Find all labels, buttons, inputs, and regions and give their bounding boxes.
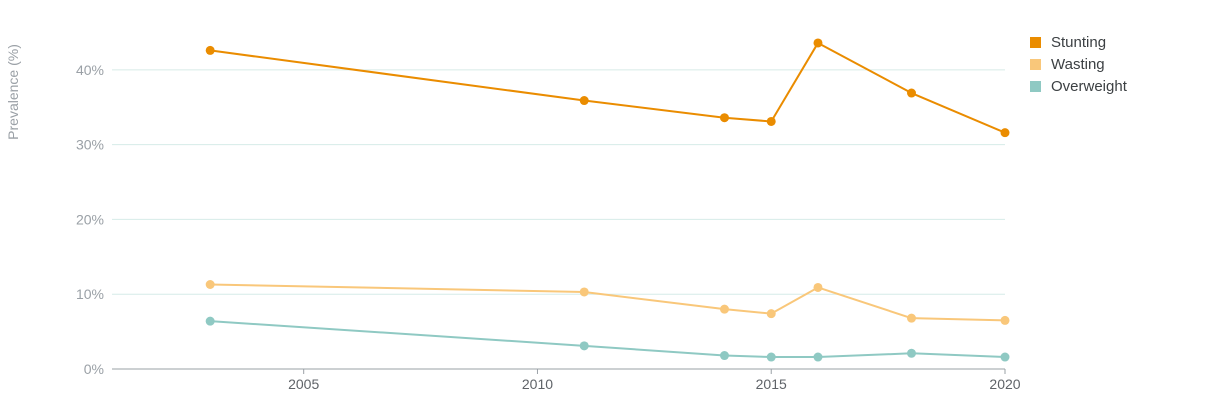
- stunting-point: [813, 38, 823, 48]
- wasting-point: [579, 287, 589, 297]
- legend-label: Overweight: [1051, 78, 1128, 95]
- overweight-point: [205, 316, 215, 326]
- x-tick-label: 2010: [522, 376, 553, 392]
- legend-item-wasting: Wasting: [1030, 56, 1105, 73]
- series-wasting: [205, 279, 1010, 325]
- overweight-point: [906, 348, 916, 358]
- series-stunting: [205, 38, 1010, 138]
- wasting-point: [813, 282, 823, 292]
- x-axis: 2005 2010 2015 2020: [112, 368, 1021, 392]
- stunting-point: [205, 45, 215, 55]
- legend-item-overweight: Overweight: [1030, 78, 1128, 95]
- stunting-point: [719, 113, 729, 123]
- stunting-point: [1000, 128, 1010, 138]
- x-tick-label: 2020: [989, 376, 1020, 392]
- y-tick-label: 10%: [76, 286, 104, 302]
- stunting-point: [766, 116, 776, 126]
- legend-label: Wasting: [1051, 56, 1105, 73]
- overweight-point: [766, 352, 776, 362]
- x-tick-label: 2015: [756, 376, 787, 392]
- y-axis: 0% 10% 20% 30% 40%: [76, 62, 104, 377]
- wasting-point: [766, 309, 776, 319]
- stunting-point: [906, 88, 916, 98]
- x-tick-label: 2005: [288, 376, 319, 392]
- legend-swatch: [1030, 59, 1041, 70]
- y-axis-title: Prevalence (%): [5, 44, 21, 140]
- overweight-point: [813, 352, 823, 362]
- legend: Stunting Wasting Overweight: [1030, 34, 1128, 95]
- wasting-point: [906, 313, 916, 323]
- series-group: [205, 38, 1010, 362]
- wasting-point: [719, 304, 729, 314]
- series-overweight: [205, 316, 1010, 362]
- overweight-line: [210, 320, 1006, 359]
- stunting-point: [579, 96, 589, 106]
- legend-swatch: [1030, 37, 1041, 48]
- y-tick-label: 20%: [76, 211, 104, 227]
- y-tick-label: 30%: [76, 137, 104, 153]
- legend-label: Stunting: [1051, 34, 1106, 51]
- overweight-point: [1000, 352, 1010, 362]
- legend-swatch: [1030, 81, 1041, 92]
- wasting-point: [1000, 315, 1010, 325]
- overweight-point: [579, 341, 589, 351]
- wasting-line: [210, 283, 1006, 322]
- y-tick-label: 40%: [76, 62, 104, 78]
- legend-item-stunting: Stunting: [1030, 34, 1106, 51]
- gridlines: [112, 69, 1005, 295]
- y-tick-label: 0%: [84, 361, 104, 377]
- wasting-point: [205, 279, 215, 289]
- overweight-point: [719, 351, 729, 361]
- stunting-line: [210, 41, 1006, 134]
